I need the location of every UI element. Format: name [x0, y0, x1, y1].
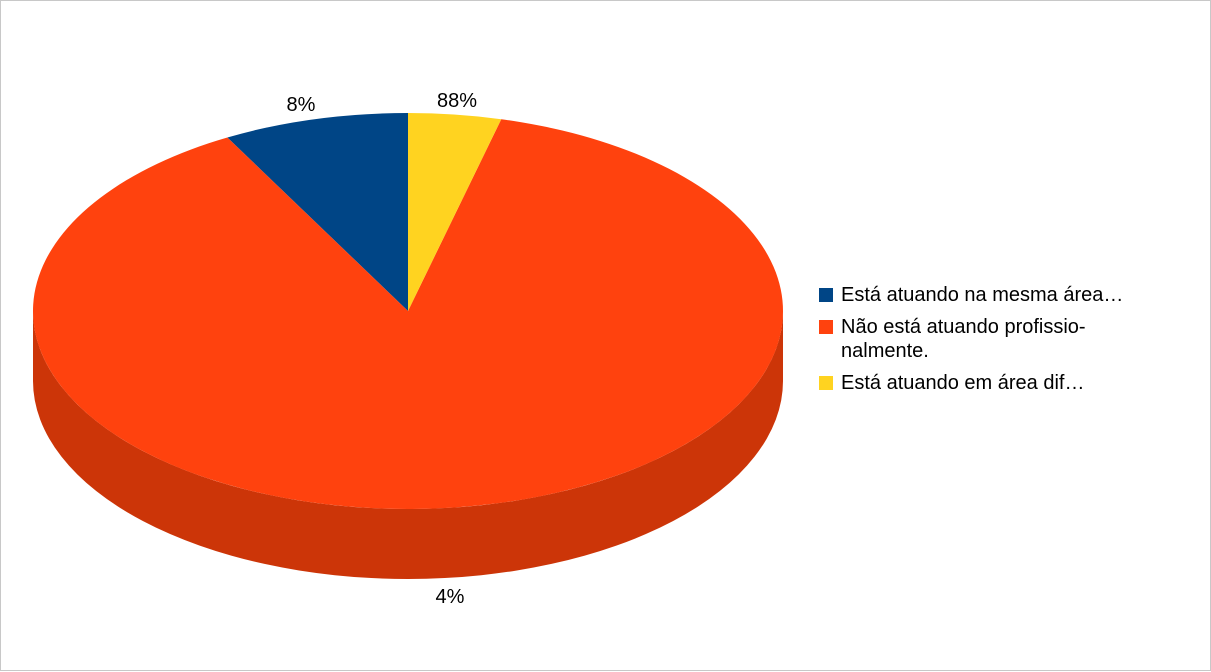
- legend-label: Está atuando em área dif…: [841, 372, 1085, 394]
- pie-slice-2: [32, 119, 783, 510]
- legend-label: Está atuando na mesma área…: [841, 284, 1124, 306]
- pie-slice-1: [227, 113, 408, 311]
- pie-side-wall: [33, 311, 783, 579]
- legend-item-2: Não está atuando profissio-nalmente.: [819, 315, 1209, 363]
- legend-swatch: [819, 320, 833, 334]
- pie-value-label-2: 88%: [437, 90, 477, 112]
- legend-swatch: [819, 376, 833, 390]
- pie-value-label-1: 8%: [287, 94, 316, 116]
- legend: Está atuando na mesma área… Não está atua…: [819, 283, 1209, 403]
- pie-value-labels: 8% 88% 4%: [287, 90, 478, 608]
- legend-label: Não está atuando profissio-nalmente.: [841, 316, 1086, 362]
- pie-depth-side: [33, 311, 783, 579]
- pie-value-label-3: 4%: [436, 586, 465, 608]
- pie-slices: [32, 113, 783, 510]
- legend-swatch: [819, 288, 833, 302]
- legend-item-3: Está atuando em área dif…: [819, 371, 1209, 395]
- legend-item-1: Está atuando na mesma área…: [819, 283, 1209, 307]
- pie-slice-3: [408, 113, 502, 311]
